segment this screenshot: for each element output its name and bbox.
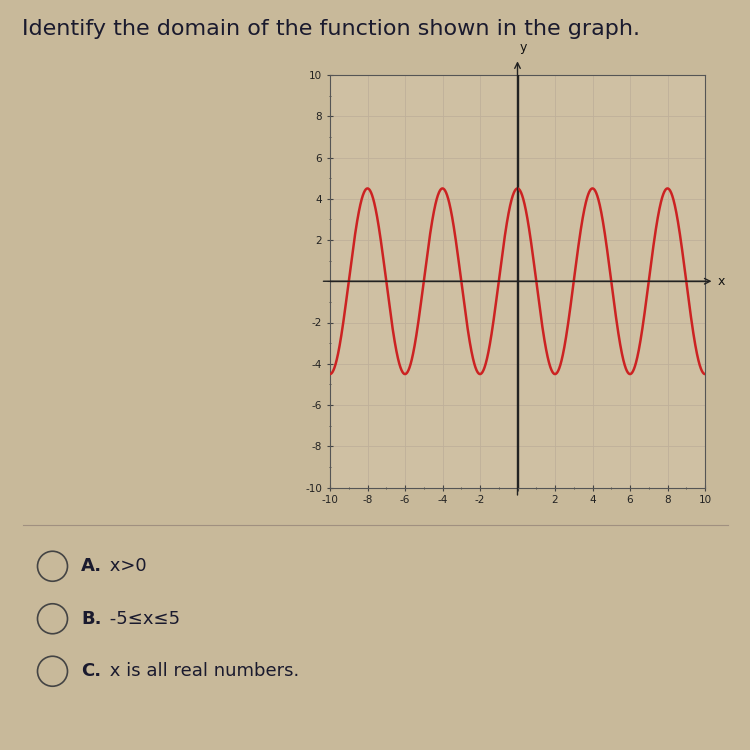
Text: x>0: x>0: [104, 557, 146, 575]
Text: x: x: [718, 274, 725, 288]
Text: -5≤x≤5: -5≤x≤5: [104, 610, 180, 628]
Text: x is all real numbers.: x is all real numbers.: [104, 662, 298, 680]
Text: B.: B.: [81, 610, 101, 628]
Text: C.: C.: [81, 662, 101, 680]
Text: A.: A.: [81, 557, 102, 575]
Text: y: y: [520, 41, 526, 55]
Text: Identify the domain of the function shown in the graph.: Identify the domain of the function show…: [22, 19, 640, 39]
